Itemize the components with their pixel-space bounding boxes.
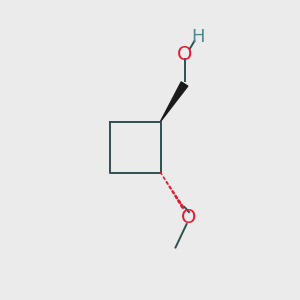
- Text: O: O: [177, 44, 192, 64]
- Polygon shape: [160, 82, 188, 122]
- Text: H: H: [191, 28, 205, 46]
- Text: O: O: [181, 208, 197, 227]
